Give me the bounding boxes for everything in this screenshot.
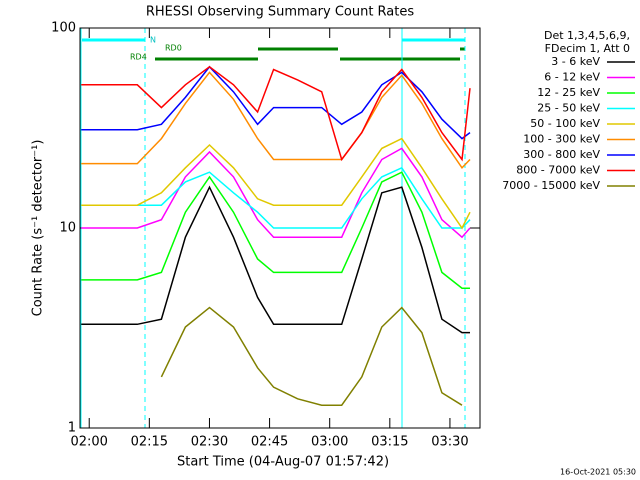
footer-date: 16-Oct-2021 05:30: [560, 468, 636, 477]
annotation: N: [150, 36, 156, 45]
x-tick-label: 02:15: [131, 435, 168, 450]
y-tick-label: 1: [68, 421, 76, 436]
y-axis-label: Count Rate (s⁻¹ detector⁻¹): [31, 140, 46, 317]
legend-label: 3 - 6 keV: [551, 55, 600, 68]
x-tick-label: 02:00: [70, 435, 107, 450]
series-line: [81, 65, 471, 162]
series-line: [81, 71, 471, 169]
legend-label: 25 - 50 keV: [537, 102, 600, 115]
x-axis-label: Start Time (04-Aug-07 01:57:42): [177, 455, 389, 470]
x-tick-label: 03:00: [311, 435, 348, 450]
legend-label: 12 - 25 keV: [537, 86, 600, 99]
series-line: [81, 65, 471, 140]
legend-label: 50 - 100 keV: [530, 117, 600, 130]
y-tick-label: 100: [51, 21, 76, 36]
legend-label: 7000 - 15000 keV: [502, 179, 600, 192]
legend-label: 800 - 7000 keV: [516, 164, 600, 177]
x-tick-label: 03:30: [431, 435, 468, 450]
legend-header: FDecim 1, Att 0: [545, 42, 630, 55]
x-tick-label: 02:45: [251, 435, 288, 450]
legend-label: 100 - 300 keV: [523, 133, 600, 146]
legend-label: 300 - 800 keV: [523, 148, 600, 161]
x-tick-label: 03:15: [371, 435, 408, 450]
legend-header: Det 1,3,4,5,6,9,: [544, 29, 630, 42]
x-tick-label: 02:30: [191, 435, 228, 450]
series-line: [81, 171, 470, 289]
annotation: RD4: [130, 53, 147, 62]
y-tick-label: 10: [59, 221, 76, 236]
series-line: [81, 185, 470, 334]
chart-title: RHESSI Observing Summary Count Rates: [146, 5, 415, 20]
series-line: [81, 166, 471, 229]
series-line: [81, 147, 471, 239]
series-line: [160, 306, 463, 406]
legend-label: 6 - 12 keV: [544, 71, 600, 84]
annotation: RD0: [165, 44, 182, 53]
series-line: [81, 137, 471, 230]
